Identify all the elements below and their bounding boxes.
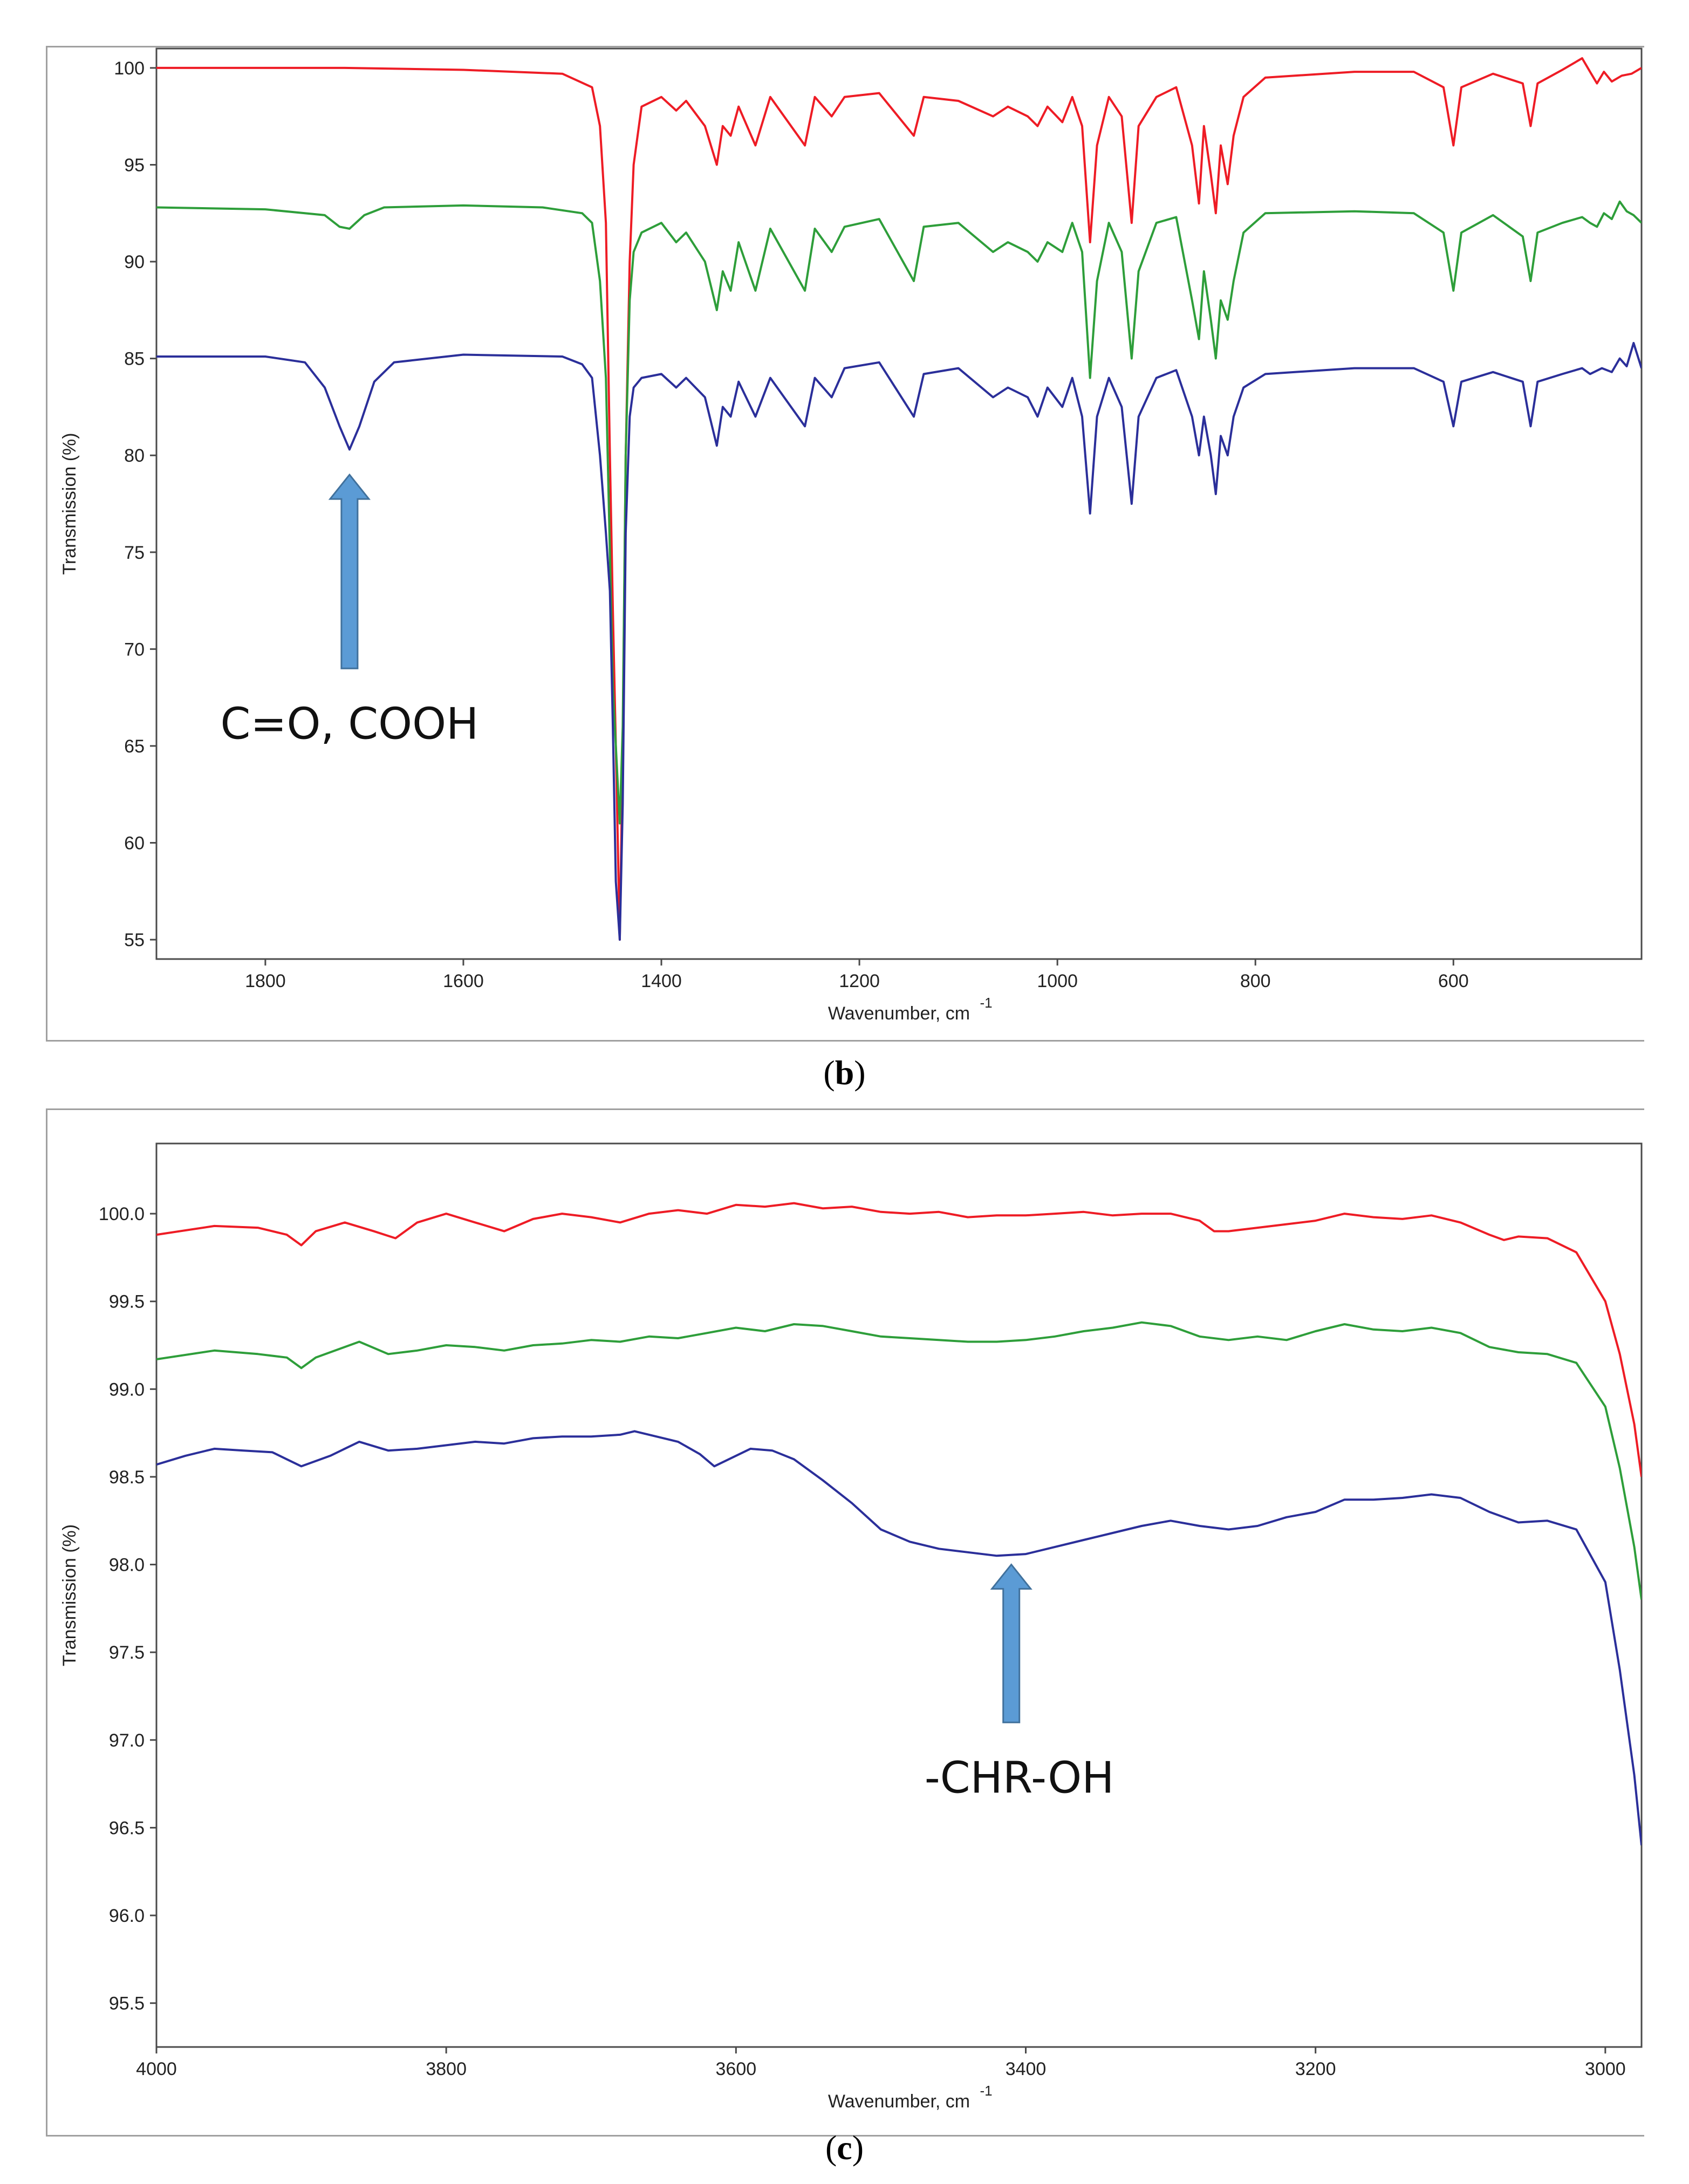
chart-b-x-tick-label: 1000 bbox=[1037, 971, 1078, 991]
chart-c-x-tick-label: 3200 bbox=[1295, 2059, 1336, 2079]
chart-b-y-tick-label: 65 bbox=[124, 736, 145, 757]
chart-b-plot-area bbox=[155, 47, 1643, 960]
chart-b-y-tick-label: 55 bbox=[124, 930, 145, 950]
chart-c-y-tick-label: 97.0 bbox=[109, 1730, 145, 1751]
chart-c-y-tick-label: 99.5 bbox=[109, 1292, 145, 1312]
chart-c-x-tick-label: 3400 bbox=[1006, 2059, 1047, 2079]
chart-b-x-tick-label: 1400 bbox=[641, 971, 682, 991]
chart-c-y-tick-label: 98.5 bbox=[109, 1467, 145, 1488]
chart-b-x-tick-label: 800 bbox=[1240, 971, 1271, 991]
chart-c-series-green bbox=[156, 1321, 1642, 1600]
caption-c: (c) bbox=[825, 2128, 864, 2167]
chart-c-series-red bbox=[156, 1202, 1642, 1477]
chart-c-y-tick-label: 96.0 bbox=[109, 1906, 145, 1926]
chart-b-y-tick-label: 90 bbox=[124, 252, 145, 272]
chart-b-y-axis-label: Transmission (%) bbox=[59, 433, 80, 574]
chart-c-x-tick-label: 3000 bbox=[1585, 2059, 1626, 2079]
chart-c-y-tick-label: 97.5 bbox=[109, 1642, 145, 1663]
chart-c-x-tick-label: 3800 bbox=[426, 2059, 467, 2079]
chart-b-x-tick-label: 1800 bbox=[245, 971, 286, 991]
chart-c-x-axis-label-sup: -1 bbox=[980, 2083, 993, 2099]
chart-b-x-tick-label: 600 bbox=[1438, 971, 1469, 991]
chart-b-y-tick-label: 75 bbox=[124, 543, 145, 563]
chart-b-series-blue bbox=[156, 341, 1642, 941]
chart-b-x-tick-label: 1600 bbox=[443, 971, 484, 991]
chart-b-y-tick-label: 95 bbox=[124, 155, 145, 175]
caption-b: (b) bbox=[823, 1053, 866, 1092]
chart-b-x-axis-label-sup: -1 bbox=[980, 995, 993, 1011]
chart-b-y-tick-label: 70 bbox=[124, 639, 145, 660]
chart-c-x-tick-label: 3600 bbox=[716, 2059, 757, 2079]
chart-c-y-tick-label: 98.0 bbox=[109, 1555, 145, 1576]
chart-c-plot-area bbox=[155, 1142, 1643, 2048]
chart-c-y-tick-label: 100.0 bbox=[99, 1204, 145, 1224]
chart-c-x-axis-label: Wavenumber, cm bbox=[828, 2091, 970, 2112]
chart-c-y-tick-label: 95.5 bbox=[109, 1994, 145, 2014]
chart-c-annotation-label: -CHR-OH bbox=[925, 1752, 1114, 1803]
chart-b-y-tick-label: 80 bbox=[124, 446, 145, 466]
chart-b-y-tick-label: 100 bbox=[114, 58, 145, 79]
chart-b-y-tick-label: 85 bbox=[124, 349, 145, 369]
chart-c-y-tick-label: 99.0 bbox=[109, 1379, 145, 1400]
chart-b-y-tick-label: 60 bbox=[124, 833, 145, 854]
chart-b-annotation-label: C=O, COOH bbox=[221, 699, 479, 749]
chart-b-x-tick-label: 1200 bbox=[839, 971, 880, 991]
chart-b-spectrum: 55 60 65 70 75 80 85 90 95 100 1800 1600 1400 1200 100… bbox=[59, 47, 1643, 1024]
chart-b-x-axis-label: Wavenumber, cm bbox=[828, 1003, 970, 1024]
chart-c-annotation-arrow bbox=[990, 1563, 1032, 1723]
chart-c-y-axis-label: Transmission (%) bbox=[59, 1524, 80, 1666]
chart-c-y-tick-label: 96.5 bbox=[109, 1818, 145, 1838]
chart-c-series-blue bbox=[156, 1430, 1642, 1846]
chart-c-x-tick-label: 4000 bbox=[136, 2059, 177, 2079]
chart-b-annotation-arrow bbox=[328, 473, 371, 669]
